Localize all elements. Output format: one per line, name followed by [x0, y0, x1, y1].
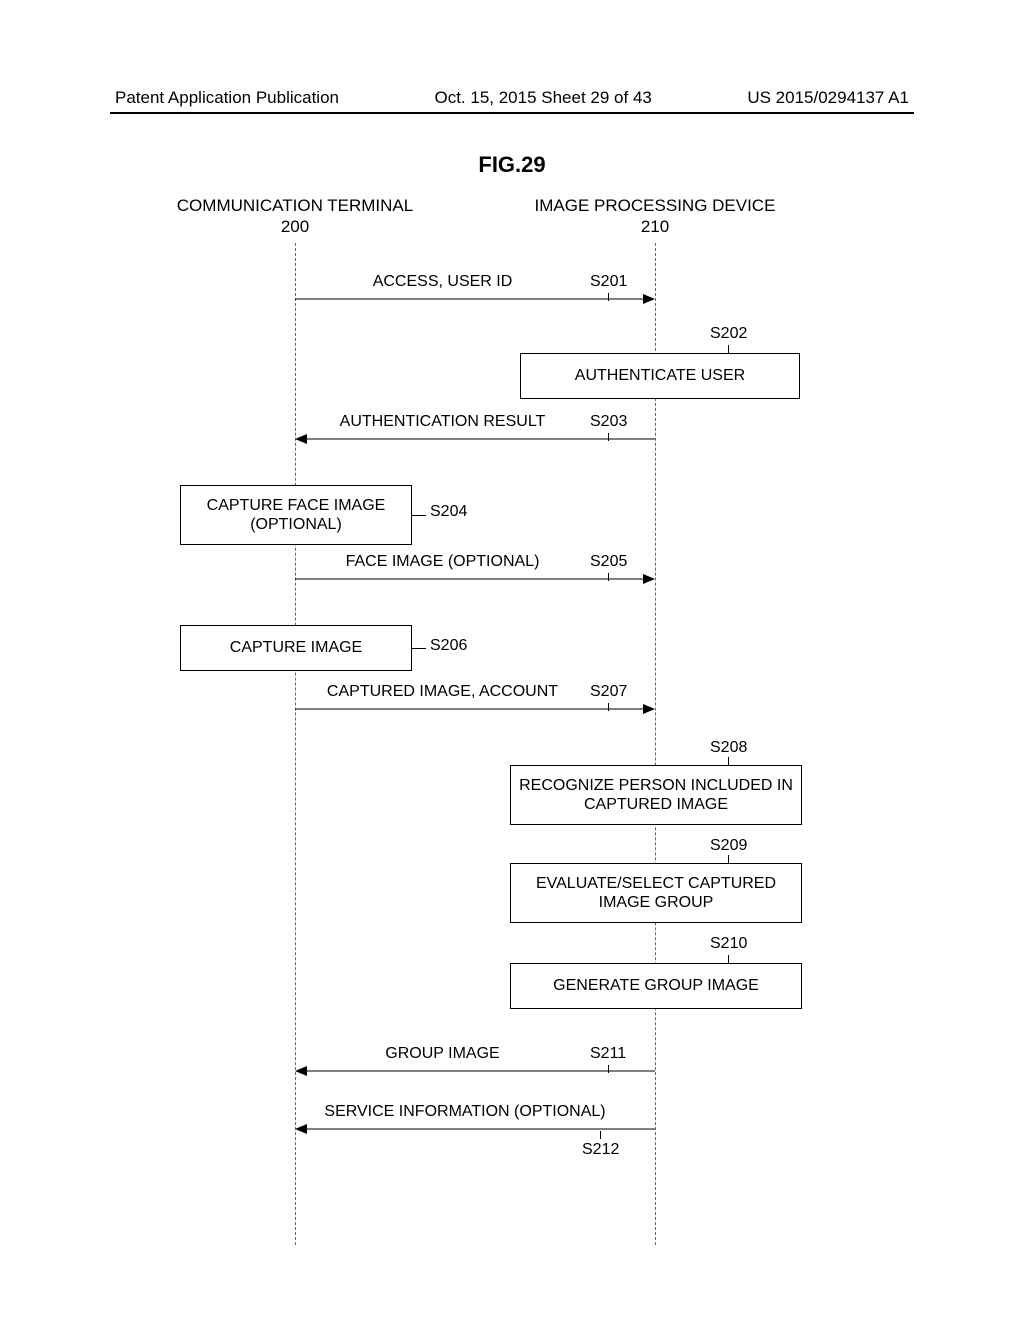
- msg-s207-label: CAPTURED IMAGE, ACCOUNT: [295, 683, 590, 701]
- msg-s205-label: FACE IMAGE (OPTIONAL): [295, 553, 590, 571]
- msg-s212-label: SERVICE INFORMATION (OPTIONAL): [295, 1103, 635, 1121]
- proc-s204: CAPTURE FACE IMAGE (OPTIONAL): [180, 485, 412, 545]
- header-left: Patent Application Publication: [115, 88, 339, 108]
- step-s204: S204: [430, 503, 467, 521]
- proc-s206-label: CAPTURE IMAGE: [230, 638, 362, 657]
- msg-s203-label: AUTHENTICATION RESULT: [295, 413, 590, 431]
- arrow-s201: [295, 293, 655, 305]
- proc-s210-label: GENERATE GROUP IMAGE: [553, 976, 759, 995]
- step-s203: S203: [590, 413, 627, 431]
- tick-s208: [728, 757, 729, 765]
- proc-s210: GENERATE GROUP IMAGE: [510, 963, 802, 1009]
- step-s212: S212: [582, 1141, 619, 1159]
- leader-s206: [412, 648, 426, 649]
- proc-s208-label: RECOGNIZE PERSON INCLUDED IN CAPTURED IM…: [519, 776, 793, 814]
- lifeline-left: [295, 243, 296, 1245]
- proc-s204-label: CAPTURE FACE IMAGE (OPTIONAL): [207, 496, 386, 534]
- step-s207: S207: [590, 683, 627, 701]
- msg-s201-label: ACCESS, USER ID: [295, 273, 590, 291]
- arrow-s211: [295, 1065, 655, 1077]
- header-rule: [110, 112, 914, 114]
- participant-right-name: IMAGE PROCESSING DEVICE: [535, 196, 776, 215]
- tick-s209: [728, 855, 729, 863]
- tick-s212: [600, 1131, 601, 1139]
- sequence-diagram: COMMUNICATION TERMINAL 200 IMAGE PROCESS…: [110, 195, 914, 1260]
- tick-s202: [728, 345, 729, 353]
- participant-right: IMAGE PROCESSING DEVICE 210: [530, 195, 780, 238]
- page-header: Patent Application Publication Oct. 15, …: [0, 88, 1024, 108]
- arrow-s205: [295, 573, 655, 585]
- step-s211: S211: [590, 1045, 626, 1063]
- proc-s202-label: AUTHENTICATE USER: [575, 366, 745, 385]
- proc-s202: AUTHENTICATE USER: [520, 353, 800, 399]
- tick-s210: [728, 955, 729, 963]
- arrow-s207: [295, 703, 655, 715]
- proc-s206: CAPTURE IMAGE: [180, 625, 412, 671]
- proc-s209-label: EVALUATE/SELECT CAPTURED IMAGE GROUP: [536, 874, 776, 912]
- step-s205: S205: [590, 553, 627, 571]
- step-s209: S209: [710, 837, 747, 855]
- participant-left-id: 200: [281, 217, 309, 236]
- arrow-s203: [295, 433, 655, 445]
- proc-s209: EVALUATE/SELECT CAPTURED IMAGE GROUP: [510, 863, 802, 923]
- proc-s208: RECOGNIZE PERSON INCLUDED IN CAPTURED IM…: [510, 765, 802, 825]
- participant-left-name: COMMUNICATION TERMINAL: [177, 196, 413, 215]
- header-center: Oct. 15, 2015 Sheet 29 of 43: [434, 88, 651, 108]
- figure-title: FIG.29: [0, 152, 1024, 178]
- participant-right-id: 210: [641, 217, 669, 236]
- leader-s204: [412, 515, 426, 516]
- step-s201: S201: [590, 273, 627, 291]
- participant-left: COMMUNICATION TERMINAL 200: [170, 195, 420, 238]
- header-right: US 2015/0294137 A1: [747, 88, 909, 108]
- arrow-s212: [295, 1123, 655, 1135]
- step-s202: S202: [710, 325, 747, 343]
- step-s206: S206: [430, 637, 467, 655]
- step-s210: S210: [710, 935, 747, 953]
- step-s208: S208: [710, 739, 747, 757]
- msg-s211-label: GROUP IMAGE: [295, 1045, 590, 1063]
